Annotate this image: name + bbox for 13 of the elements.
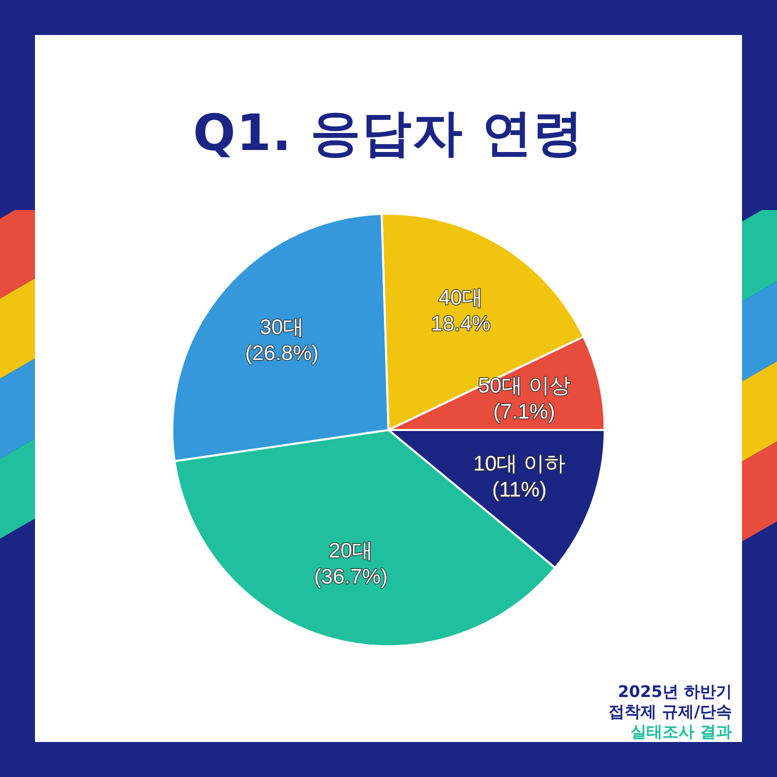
data-label: (11%) (492, 478, 547, 502)
data-label: (26.8%) (245, 342, 319, 366)
data-label: 18.4% (431, 312, 491, 336)
slice-label: 20대 (328, 539, 374, 562)
data-label: (36.7%) (314, 565, 388, 588)
text: 실태조사 결과 (629, 722, 732, 742)
slice-label: 40대 (438, 286, 483, 310)
text: 접착제 규제/단속 (608, 702, 732, 722)
text: 2025년 하반기 (616, 682, 732, 702)
slice-label: 10대 이하 (473, 452, 566, 476)
chart-title: Q1. 응답자 연령 (192, 103, 586, 164)
data-label: (7.1%) (493, 400, 556, 424)
slice-label: 30대 (260, 316, 304, 340)
